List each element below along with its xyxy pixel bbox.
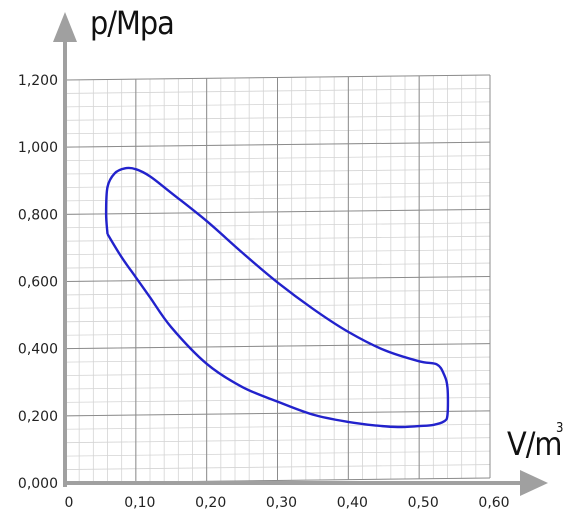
x-tick-label: 0	[65, 495, 74, 511]
x-tick-label: 0,30	[266, 495, 297, 511]
y-tick-label: 0,800	[18, 207, 58, 223]
axes	[53, 12, 548, 496]
major-gridline-h	[64, 141, 491, 148]
x-axis-title-superscript: 3	[556, 421, 563, 436]
major-grid	[64, 74, 491, 484]
major-gridline-h	[64, 410, 491, 417]
y-tick-label: 0,000	[18, 476, 58, 492]
major-gridline-h	[64, 74, 491, 81]
x-tick-label: 0,50	[408, 495, 439, 511]
y-tick-label: 1,200	[18, 73, 58, 89]
y-tick-labels: 0,000 0,200 0,400 0,600 0,800 1,000 1,200	[18, 73, 58, 492]
x-tick-label: 0,40	[337, 495, 368, 511]
x-axis-title: V/m	[507, 425, 561, 463]
y-axis-title: p/Mpa	[90, 4, 174, 42]
major-gridline-h	[64, 208, 491, 215]
major-gridline-h	[64, 275, 491, 282]
y-tick-label: 1,000	[18, 140, 58, 156]
major-gridline-h	[64, 343, 491, 350]
y-tick-label: 0,400	[18, 342, 58, 358]
y-tick-label: 0,600	[18, 275, 58, 291]
x-tick-labels: 0 0,10 0,20 0,30 0,40 0,50 0,60	[65, 495, 510, 511]
x-tick-label: 0,20	[195, 495, 226, 511]
y-axis-arrow	[53, 12, 77, 42]
x-tick-label: 0,60	[478, 495, 509, 511]
x-axis-arrow	[520, 470, 548, 496]
pv-loop-curve	[104, 166, 450, 429]
x-tick-label: 0,10	[124, 495, 155, 511]
y-tick-label: 0,200	[18, 409, 58, 425]
